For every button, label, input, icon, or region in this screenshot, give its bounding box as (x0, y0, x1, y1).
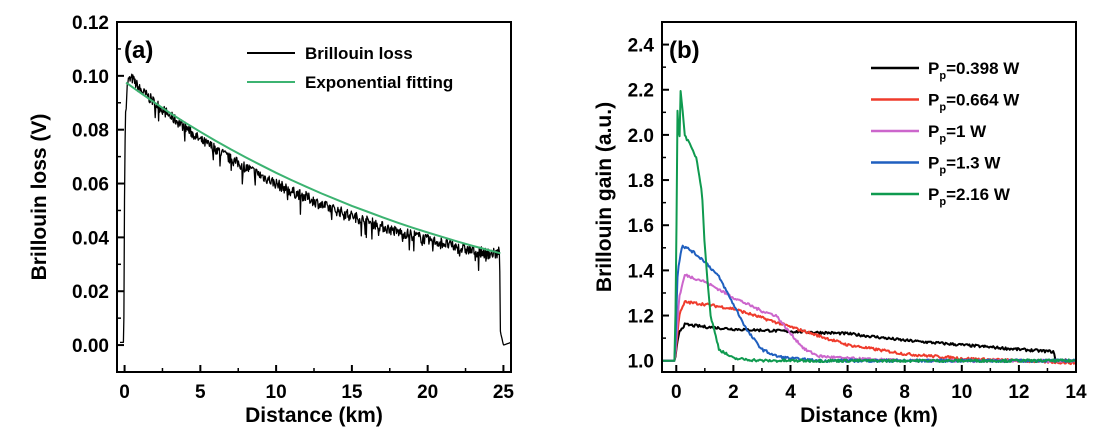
x-tick-label: 2 (728, 382, 739, 403)
y-tick-label: 0.06 (72, 175, 109, 196)
y-tick-label: 0.08 (72, 121, 109, 142)
panel-b-frame (661, 21, 1077, 373)
panel-a-lines (119, 73, 510, 346)
panel-b-ticks: 0 2 4 6 8 10 12 14 1.0 1.2 1.4 1.6 1.8 2.0 2.2 2.4 (628, 36, 1087, 403)
y-tick-label: 0.04 (72, 228, 109, 249)
x-tick-label: 8 (899, 382, 910, 403)
panel-b-xlabel: Distance (km) (800, 404, 938, 427)
x-tick-label: 20 (417, 382, 438, 403)
panel-a-label: (a) (124, 37, 153, 64)
series-line-b-0 (663, 322, 1075, 363)
x-tick-label: 5 (195, 382, 206, 403)
panel-a: 0 5 10 15 20 25 0.00 0.02 0.04 0.06 0.08 0.10 0.12 (… (28, 13, 514, 427)
x-tick-label: 15 (341, 382, 363, 403)
y-tick-label: 2.0 (628, 126, 654, 147)
x-tick-label: 0 (119, 382, 130, 403)
series-line-b-4 (663, 90, 1075, 364)
y-tick-label: 0.00 (72, 336, 109, 357)
x-tick-label: 6 (842, 382, 853, 403)
y-tick-label: 1.8 (628, 171, 654, 192)
series-line-a-1 (125, 81, 501, 255)
y-tick-label: 1.2 (628, 307, 654, 328)
x-tick-label: 14 (1065, 382, 1087, 403)
x-tick-label: 12 (1008, 382, 1029, 403)
series-line-b-1 (663, 300, 1075, 366)
panel-a-xlabel: Distance (km) (245, 404, 383, 427)
legend-b-entry: Pp=0.398 W (928, 59, 1020, 82)
y-tick-label: 0.02 (72, 282, 109, 303)
panel-a-ylabel: Brillouin loss (V) (28, 114, 51, 281)
x-tick-label: 10 (266, 382, 287, 403)
panel-b: 0 2 4 6 8 10 12 141.01.21.41.61.82.02.22.4 (b) … (593, 21, 1087, 427)
series-line-b-3 (663, 244, 1075, 363)
legend-b-entry: Pp=1.3 W (928, 154, 1001, 177)
panel-b-lines (663, 90, 1075, 366)
legend-b-entry: Pp=2.16 W (928, 185, 1011, 208)
y-tick-label: 1.4 (628, 261, 655, 282)
legend-a-fit: Exponential fitting (305, 73, 453, 92)
x-tick-label: 25 (493, 382, 515, 403)
panel-b-legend: Pp=0.398 W Pp=0.664 W Pp=1 W Pp=1.3 W Pp=2.1… (871, 59, 1020, 208)
panel-b-label: (b) (669, 37, 700, 64)
y-tick-label: 1.0 (628, 352, 654, 373)
x-tick-label: 4 (785, 382, 796, 403)
y-tick-label: 2.2 (628, 81, 654, 102)
legend-b-entry: Pp=1 W (928, 122, 987, 145)
y-tick-label: 0.10 (72, 67, 109, 88)
panel-a-ticks: 0 5 10 15 20 25 0.00 0.02 0.04 0.06 0.08 0.10 0.12 (72, 13, 514, 403)
x-tick-label: 0 (671, 382, 682, 403)
legend-b-entry: Pp=0.664 W (928, 91, 1020, 114)
series-line-a-0 (119, 73, 510, 346)
y-tick-label: 2.4 (628, 36, 655, 57)
legend-a-loss: Brillouin loss (305, 44, 413, 63)
panel-b-ylabel: Brillouin gain (a.u.) (593, 102, 616, 292)
panel-a-legend: Brillouin loss Exponential fitting (247, 44, 453, 92)
y-tick-label: 1.6 (628, 216, 654, 237)
x-tick-label: 10 (951, 382, 972, 403)
y-tick-label: 0.12 (72, 13, 109, 34)
